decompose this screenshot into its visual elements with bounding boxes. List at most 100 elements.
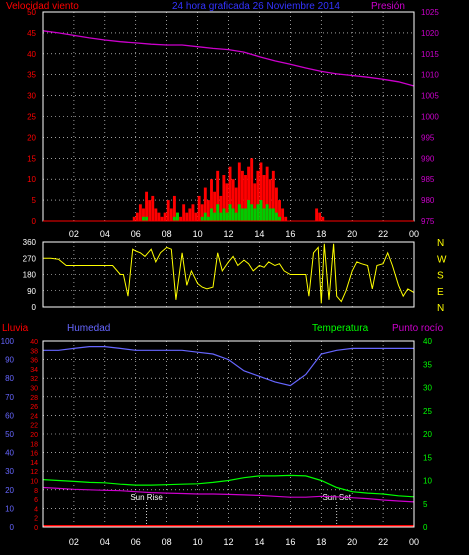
x-tick-label: 04 (100, 229, 110, 239)
rain-tick-label: 20 (5, 486, 14, 495)
wind-gust-bar (145, 216, 149, 221)
wind-gust-bar (256, 204, 260, 221)
wind-speed-bar (274, 187, 278, 221)
wind-gust-bar (268, 208, 272, 221)
x-tick-label: 12 (223, 537, 233, 547)
wind-gust-bar (176, 212, 179, 221)
wind-gust-bar (219, 212, 223, 221)
x-tick-label: 22 (378, 229, 388, 239)
wind-speed-bar (151, 195, 155, 221)
wind-direction-tick-label: 0 (32, 303, 37, 312)
pressure-tick-label: 1000 (421, 113, 439, 122)
wind-gust-bar (262, 208, 266, 221)
wind-speed-tick-label: 10 (27, 175, 36, 184)
sun-markers: Sun Rise Sun Set (130, 493, 352, 527)
pressure-tick-label: 1010 (421, 71, 439, 80)
humidity-tick-label: 32 (30, 376, 38, 383)
climate-frame (42, 340, 415, 528)
humidity-tick-label: 16 (30, 451, 38, 458)
compass-label: S (437, 271, 444, 282)
x-tick-label: 14 (254, 229, 264, 239)
wind-speed-bar (256, 170, 260, 221)
wind-gust-bar (210, 208, 213, 221)
wind-gust-bar (271, 208, 275, 221)
rain-tick-label: 40 (5, 449, 14, 458)
wind-speed-bar (247, 166, 251, 221)
wind-speed-label: Velocidad viento (6, 1, 79, 12)
wind-gust-bar (278, 216, 281, 221)
wind-gust-bar (265, 204, 269, 221)
wind-gust-bar (228, 204, 232, 221)
wind-gust-bar (200, 216, 204, 221)
wind-gust-bar (247, 200, 251, 221)
wind-speed-bar (203, 187, 207, 221)
humidity-tick-label: 6 (34, 497, 38, 504)
x-tick-label: 02 (69, 537, 79, 547)
humidity-tick-label: 14 (30, 460, 38, 467)
wind-speed-bar (172, 195, 176, 221)
wind-speed-bar (188, 208, 192, 221)
wind-speed-bar (240, 170, 244, 221)
pressure-tick-label: 980 (421, 196, 435, 205)
wind-speed-tick-label: 35 (27, 71, 36, 80)
pressure-label: Presión (371, 1, 405, 12)
wind-speed-bar (315, 208, 319, 221)
humidity-tick-label: 12 (30, 469, 38, 476)
wind-gust-bar (231, 208, 235, 221)
wind-speed-bar (262, 175, 266, 221)
x-tick-label: 08 (162, 229, 172, 239)
wind-speed-bar (157, 212, 161, 221)
temperature-tick-label: 40 (423, 337, 432, 346)
compass-label: N (437, 238, 444, 249)
wind-speed-bar (237, 162, 241, 221)
sun-marker-label: Sun Rise (130, 493, 163, 502)
humidity-tick-label: 4 (34, 506, 38, 513)
x-tick-label: 02 (69, 229, 79, 239)
humidity-tick-label: 10 (30, 479, 38, 486)
wind-speed-bar (253, 183, 257, 221)
wind-speed-series (132, 158, 325, 221)
pressure-series-line (42, 30, 415, 87)
wind-speed-bar (191, 204, 195, 221)
temperature-tick-label: 25 (423, 407, 432, 416)
wind-gust-bar (274, 212, 278, 221)
wind-speed-bar (169, 208, 173, 221)
temperature-tick-label: 10 (423, 477, 432, 486)
wind-pressure-x-axis: 02 04 06 08 10 12 14 16 18 20 22 00 (69, 229, 419, 239)
x-tick-label: 18 (316, 537, 326, 547)
wind-speed-bar (132, 216, 136, 221)
wind-speed-bar (250, 158, 254, 221)
wind-speed-tick-label: 40 (27, 50, 36, 59)
wind-direction-tick-label: 90 (27, 287, 36, 296)
wind-speed-bar (160, 216, 164, 221)
wind-speed-tick-label: 20 (27, 133, 36, 142)
wind-gust-bar (244, 208, 247, 221)
wind-speed-bar (179, 216, 183, 221)
rain-tick-label: 50 (5, 430, 14, 439)
rain-tick-label: 60 (5, 411, 14, 420)
wind-speed-bar (231, 179, 235, 221)
wind-speed-bar (321, 216, 325, 221)
wind-speed-bar (225, 183, 229, 221)
wind-speed-bar (138, 204, 142, 221)
wind-gust-bar (240, 208, 244, 221)
wind-speed-bar (216, 170, 220, 221)
rain-tick-label: 100 (1, 337, 15, 346)
pressure-tick-label: 975 (421, 217, 435, 226)
temperature-tick-label: 30 (423, 384, 432, 393)
dewpoint-label: Punto rocío (392, 323, 444, 334)
temperature-tick-label: 20 (423, 430, 432, 439)
humidity-tick-label: 20 (30, 432, 38, 439)
wind-speed-bar (259, 162, 263, 221)
rain-tick-label: 70 (5, 393, 14, 402)
pressure-tick-label: 1020 (421, 29, 439, 38)
wind-gust-bar (225, 212, 229, 221)
wind-direction-tick-label: 360 (23, 238, 37, 247)
x-tick-label: 20 (347, 229, 357, 239)
wind-speed-bar (142, 208, 145, 221)
x-tick-label: 22 (378, 537, 388, 547)
wind-gust-bar (259, 200, 263, 221)
